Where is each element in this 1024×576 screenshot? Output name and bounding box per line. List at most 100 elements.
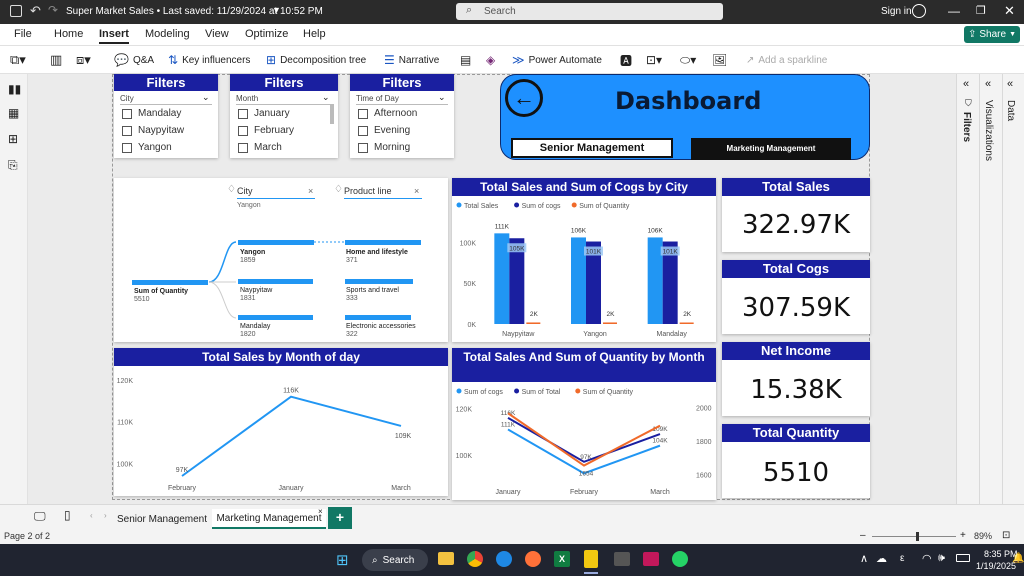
senior-management-button[interactable]: Senior Management: [511, 138, 673, 158]
new-visual-icon[interactable]: ⧉▾: [10, 52, 26, 67]
checkbox[interactable]: [358, 108, 368, 119]
menu-home[interactable]: Home: [54, 28, 84, 40]
menu-modeling[interactable]: Modeling: [145, 28, 190, 40]
key-influencers-button[interactable]: ⇅ Key influencers: [168, 51, 250, 69]
decomp-city-bar[interactable]: [238, 279, 313, 284]
whatsapp-icon[interactable]: [672, 551, 688, 567]
next-page-icon[interactable]: ›: [104, 511, 107, 520]
share-button[interactable]: ⇪ Share ▼: [964, 26, 1020, 43]
maximize-icon[interactable]: ❐: [976, 5, 986, 17]
powerbi-icon[interactable]: [584, 550, 598, 568]
decomposition-tree-button[interactable]: ⊞ Decomposition tree: [266, 51, 366, 69]
battery-icon[interactable]: [956, 554, 970, 562]
city-slicer[interactable]: Filters City ⌄ Mandalay Naypyitaw Yangon: [114, 74, 218, 158]
chrome-icon[interactable]: [467, 551, 483, 567]
weather-icon[interactable]: ☁: [876, 553, 887, 565]
decomp-product-bar[interactable]: [345, 315, 411, 320]
slicer-item[interactable]: January: [238, 108, 290, 119]
slicer-item[interactable]: Evening: [358, 125, 410, 136]
paginated-report-icon[interactable]: ▤: [460, 53, 472, 67]
chevron-down-icon[interactable]: ⌄: [202, 92, 210, 102]
power-automate-button[interactable]: ≫ Power Automate: [512, 51, 602, 69]
edge-icon[interactable]: [496, 551, 512, 567]
close-icon[interactable]: ✕: [1004, 3, 1015, 18]
text-box-icon[interactable]: 🅰: [620, 53, 633, 68]
slicer-item[interactable]: Afternoon: [358, 108, 417, 119]
close-icon[interactable]: ×: [308, 186, 314, 196]
report-view-icon[interactable]: ▮▮: [8, 82, 22, 96]
language-indicator-icon[interactable]: ε: [900, 553, 905, 564]
table-view-icon[interactable]: ▦: [8, 106, 20, 120]
notification-icon[interactable]: 🔔: [1012, 553, 1024, 564]
slicer-item[interactable]: Naypyitaw: [122, 125, 184, 136]
menu-view[interactable]: View: [205, 28, 229, 40]
visualizations-pane-tab[interactable]: Visualizations: [983, 100, 994, 161]
dax-query-icon[interactable]: ⎘: [8, 158, 18, 172]
collapse-visualizations-icon[interactable]: «: [985, 78, 992, 90]
volume-icon[interactable]: 🕪: [938, 552, 945, 564]
fit-to-page-icon[interactable]: ⊡: [1002, 530, 1011, 541]
menu-file[interactable]: File: [14, 28, 32, 40]
slicer-item[interactable]: Morning: [358, 142, 410, 153]
mobile-layout-icon[interactable]: ▯: [64, 508, 71, 522]
power-apps-icon[interactable]: ◈: [486, 53, 496, 67]
clock-time[interactable]: 8:35 PM: [984, 549, 1018, 559]
signin-link[interactable]: Sign in: [881, 6, 912, 17]
decomp-city-bar[interactable]: [238, 240, 314, 245]
page-tab-marketing[interactable]: Marketing Management: [212, 509, 326, 529]
undo-icon[interactable]: ↶: [30, 3, 41, 18]
sales-by-month-chart[interactable]: Total Sales by Month of day 100K 110K 120K…: [114, 348, 448, 496]
prev-page-icon[interactable]: ‹: [90, 511, 93, 520]
decomp-city-bar[interactable]: [238, 315, 313, 320]
file-explorer-icon[interactable]: [438, 552, 454, 565]
qa-button[interactable]: 💬 Q&A: [114, 51, 154, 69]
zoom-slider[interactable]: [872, 536, 956, 537]
menu-insert[interactable]: Insert: [99, 28, 129, 44]
slicer-item[interactable]: February: [238, 125, 294, 136]
menu-help[interactable]: Help: [303, 28, 326, 40]
decomp-root-bar[interactable]: [132, 280, 208, 285]
firefox-icon[interactable]: [525, 551, 541, 567]
checkbox[interactable]: [122, 142, 132, 153]
zoom-out-icon[interactable]: –: [860, 530, 866, 541]
collapse-filters-icon[interactable]: «: [963, 78, 970, 90]
checkbox[interactable]: [122, 108, 132, 119]
data-pane-tab[interactable]: Data: [1005, 100, 1016, 122]
menu-optimize[interactable]: Optimize: [245, 28, 289, 40]
bar-chart-icon[interactable]: ▥: [50, 52, 63, 67]
sales-quantity-by-month-chart[interactable]: Total Sales And Sum of Quantity by Month…: [452, 348, 716, 500]
checkbox[interactable]: [358, 142, 368, 153]
save-icon[interactable]: [10, 5, 22, 17]
windows-start-icon[interactable]: ⊞: [336, 552, 349, 569]
excel-icon[interactable]: X: [554, 551, 570, 567]
chevron-down-icon[interactable]: ⌄: [438, 92, 446, 102]
slicer-item[interactable]: Yangon: [122, 142, 172, 153]
checkbox[interactable]: [358, 125, 368, 136]
slicer-item[interactable]: Mandalay: [122, 108, 181, 119]
checkbox[interactable]: [238, 125, 248, 136]
back-arrow-icon[interactable]: ←: [505, 79, 543, 117]
taskbar-search[interactable]: ⌕ Search: [362, 549, 428, 571]
add-page-button[interactable]: +: [328, 507, 352, 529]
marketing-management-button[interactable]: Marketing Management: [691, 138, 851, 160]
time-of-day-slicer[interactable]: Filters Time of Day ⌄ Afternoon Evening …: [350, 74, 454, 158]
zoom-in-icon[interactable]: +: [960, 530, 966, 541]
slicer-item[interactable]: March: [238, 142, 282, 153]
more-visuals-icon[interactable]: ⧈▾: [76, 52, 91, 67]
decomposition-tree[interactable]: ♢ City × Yangon ♢ Product line × Sum of …: [114, 178, 448, 342]
title-dropdown-icon[interactable]: ▼: [272, 5, 281, 15]
clock-date[interactable]: 1/19/2025: [976, 561, 1017, 571]
slicer-scrollbar[interactable]: [330, 104, 334, 124]
redo-icon[interactable]: ↷: [48, 3, 59, 17]
chevron-down-icon[interactable]: ⌄: [322, 92, 330, 102]
close-icon[interactable]: ×: [414, 186, 420, 196]
model-view-icon[interactable]: ⊞: [8, 132, 19, 146]
decomp-product-bar[interactable]: [345, 279, 413, 284]
page-tab-senior[interactable]: Senior Management: [116, 513, 208, 525]
app-icon[interactable]: [614, 552, 630, 566]
desktop-layout-icon[interactable]: 🖵: [34, 509, 46, 523]
search-box[interactable]: ⌕ Search: [456, 3, 723, 20]
checkbox[interactable]: [238, 108, 248, 119]
filters-pane-tab[interactable]: Filters: [961, 112, 972, 143]
wifi-icon[interactable]: ◠: [922, 553, 932, 565]
